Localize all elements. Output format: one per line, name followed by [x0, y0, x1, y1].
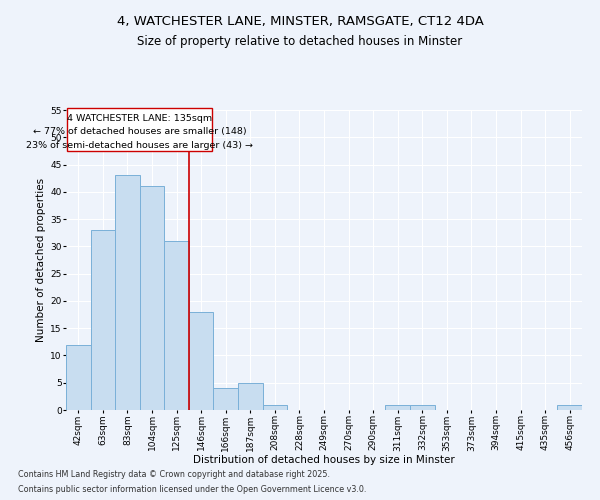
Text: 4 WATCHESTER LANE: 135sqm: 4 WATCHESTER LANE: 135sqm [67, 114, 212, 123]
Bar [66, 344, 91, 410]
X-axis label: Distribution of detached houses by size in Minster: Distribution of detached houses by size … [193, 454, 455, 464]
Bar [385, 404, 410, 410]
Text: Contains HM Land Registry data © Crown copyright and database right 2025.: Contains HM Land Registry data © Crown c… [18, 470, 330, 479]
Bar [189, 312, 214, 410]
Bar [91, 230, 115, 410]
Bar [263, 404, 287, 410]
Bar [410, 404, 434, 410]
Text: 23% of semi-detached houses are larger (43) →: 23% of semi-detached houses are larger (… [26, 141, 253, 150]
Text: 4, WATCHESTER LANE, MINSTER, RAMSGATE, CT12 4DA: 4, WATCHESTER LANE, MINSTER, RAMSGATE, C… [116, 15, 484, 28]
Bar [140, 186, 164, 410]
Text: Contains public sector information licensed under the Open Government Licence v3: Contains public sector information licen… [18, 485, 367, 494]
Bar [238, 382, 263, 410]
Bar [214, 388, 238, 410]
FancyBboxPatch shape [67, 108, 212, 151]
Bar [115, 176, 140, 410]
Bar [557, 404, 582, 410]
Bar [164, 241, 189, 410]
Text: Size of property relative to detached houses in Minster: Size of property relative to detached ho… [137, 35, 463, 48]
Text: ← 77% of detached houses are smaller (148): ← 77% of detached houses are smaller (14… [33, 128, 247, 136]
Y-axis label: Number of detached properties: Number of detached properties [36, 178, 46, 342]
